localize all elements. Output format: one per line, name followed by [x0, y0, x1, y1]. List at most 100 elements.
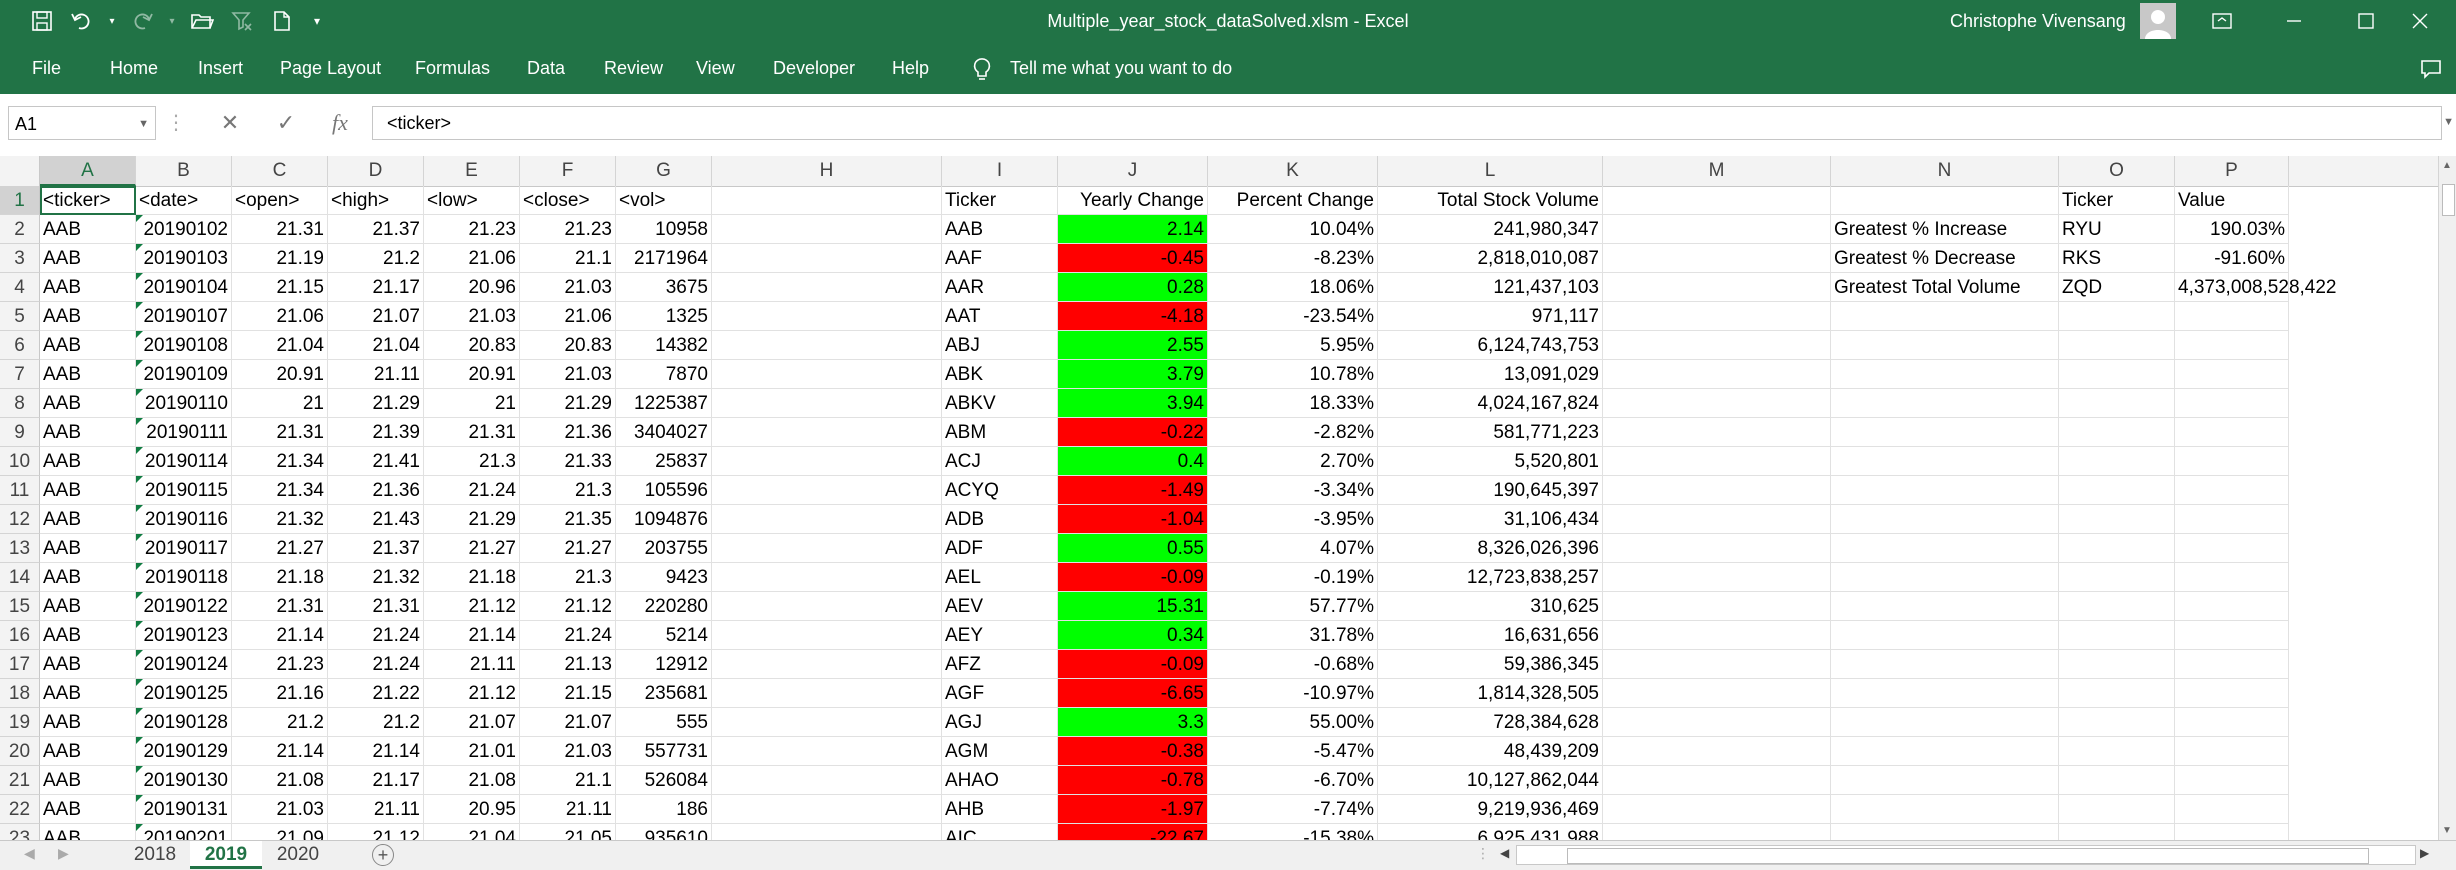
percent-change-cell[interactable]: -3.95% [1208, 505, 1378, 534]
empty-cell[interactable] [1603, 215, 1831, 244]
empty-cell[interactable] [1603, 737, 1831, 766]
data-cell[interactable]: 21.29 [520, 389, 616, 418]
ticker-cell[interactable]: AAR [942, 273, 1058, 302]
empty-cell[interactable] [1831, 737, 2059, 766]
yearly-change-cell[interactable]: 3.94 [1058, 389, 1208, 418]
data-cell[interactable]: 21.23 [424, 215, 520, 244]
sheet-tab-2020[interactable]: 2020 [276, 844, 320, 865]
header-cell[interactable]: <high> [328, 186, 424, 215]
data-cell[interactable]: 21.14 [424, 621, 520, 650]
percent-change-cell[interactable]: 10.78% [1208, 360, 1378, 389]
data-cell[interactable]: AAB [40, 650, 136, 679]
data-cell[interactable]: 21.14 [328, 737, 424, 766]
data-cell[interactable]: AAB [40, 360, 136, 389]
data-cell[interactable]: 12912 [616, 650, 712, 679]
data-cell[interactable]: 21.04 [232, 331, 328, 360]
greatest-ticker-cell[interactable]: ZQD [2059, 273, 2175, 302]
greatest-header-cell[interactable]: Value [2175, 186, 2289, 215]
next-sheet-icon[interactable]: ▶ [58, 845, 69, 861]
data-cell[interactable]: 21.06 [232, 302, 328, 331]
total-volume-cell[interactable]: 59,386,345 [1378, 650, 1603, 679]
ticker-cell[interactable]: AEL [942, 563, 1058, 592]
percent-change-cell[interactable]: 57.77% [1208, 592, 1378, 621]
customize-toolbar-icon[interactable]: ▾ [313, 14, 321, 28]
total-volume-cell[interactable]: 13,091,029 [1378, 360, 1603, 389]
empty-cell[interactable] [1831, 360, 2059, 389]
row-header-20[interactable]: 20 [0, 737, 40, 766]
total-volume-cell[interactable]: 12,723,838,257 [1378, 563, 1603, 592]
data-cell[interactable]: AAB [40, 592, 136, 621]
empty-cell[interactable] [712, 766, 942, 795]
percent-change-cell[interactable]: -3.34% [1208, 476, 1378, 505]
data-cell[interactable]: 21.27 [424, 534, 520, 563]
data-cell[interactable]: 20.83 [520, 331, 616, 360]
greatest-label-cell[interactable]: Greatest Total Volume [1831, 273, 2059, 302]
data-cell[interactable]: 20190110 [136, 389, 232, 418]
ticker-cell[interactable]: AHB [942, 795, 1058, 824]
scroll-up-icon[interactable]: ▲ [2442, 160, 2452, 171]
data-cell[interactable]: 21.1 [520, 766, 616, 795]
empty-cell[interactable] [712, 737, 942, 766]
empty-cell[interactable] [712, 679, 942, 708]
data-cell[interactable]: 21.03 [520, 737, 616, 766]
row-header-16[interactable]: 16 [0, 621, 40, 650]
row-header-18[interactable]: 18 [0, 679, 40, 708]
yearly-change-cell[interactable]: -0.78 [1058, 766, 1208, 795]
data-cell[interactable]: 20190115 [136, 476, 232, 505]
total-volume-cell[interactable]: 16,631,656 [1378, 621, 1603, 650]
comment-icon[interactable] [2420, 42, 2442, 94]
data-cell[interactable]: 21 [424, 389, 520, 418]
empty-cell[interactable] [2059, 505, 2175, 534]
empty-cell[interactable] [1603, 824, 1831, 840]
data-cell[interactable]: 21.08 [232, 766, 328, 795]
summary-header-cell[interactable]: Percent Change [1208, 186, 1378, 215]
select-all-corner[interactable] [0, 156, 40, 186]
column-header-a[interactable]: A [40, 156, 136, 186]
empty-cell[interactable] [712, 505, 942, 534]
data-cell[interactable]: AAB [40, 418, 136, 447]
data-cell[interactable]: 1325 [616, 302, 712, 331]
total-volume-cell[interactable]: 1,814,328,505 [1378, 679, 1603, 708]
data-cell[interactable]: 21.11 [520, 795, 616, 824]
data-cell[interactable]: 21.05 [520, 824, 616, 840]
data-cell[interactable]: AAB [40, 534, 136, 563]
data-cell[interactable]: 21.09 [232, 824, 328, 840]
ticker-cell[interactable]: ABJ [942, 331, 1058, 360]
ticker-cell[interactable]: ABKV [942, 389, 1058, 418]
row-header-17[interactable]: 17 [0, 650, 40, 679]
percent-change-cell[interactable]: -10.97% [1208, 679, 1378, 708]
data-cell[interactable]: 21.04 [328, 331, 424, 360]
data-cell[interactable]: 21.12 [328, 824, 424, 840]
data-cell[interactable]: 21.24 [424, 476, 520, 505]
data-cell[interactable]: 20190117 [136, 534, 232, 563]
prev-sheet-icon[interactable]: ◀ [24, 845, 35, 861]
data-cell[interactable]: 21.27 [232, 534, 328, 563]
data-cell[interactable]: 21.2 [328, 708, 424, 737]
percent-change-cell[interactable]: -7.74% [1208, 795, 1378, 824]
column-header-n[interactable]: N [1831, 156, 2059, 186]
data-cell[interactable]: AAB [40, 302, 136, 331]
data-cell[interactable]: 20.95 [424, 795, 520, 824]
empty-cell[interactable] [712, 476, 942, 505]
empty-cell[interactable] [712, 302, 942, 331]
data-cell[interactable]: 21.32 [328, 563, 424, 592]
data-cell[interactable]: 21.1 [520, 244, 616, 273]
total-volume-cell[interactable]: 10,127,862,044 [1378, 766, 1603, 795]
add-sheet-icon[interactable]: + [372, 844, 394, 866]
summary-header-cell[interactable]: Yearly Change [1058, 186, 1208, 215]
data-cell[interactable]: 20190118 [136, 563, 232, 592]
empty-cell[interactable] [2175, 563, 2289, 592]
empty-cell[interactable] [1831, 447, 2059, 476]
data-cell[interactable]: 21.29 [424, 505, 520, 534]
data-cell[interactable]: 21.27 [520, 534, 616, 563]
ticker-cell[interactable]: ADB [942, 505, 1058, 534]
data-cell[interactable]: AAB [40, 824, 136, 840]
empty-cell[interactable] [712, 273, 942, 302]
header-cell[interactable]: <open> [232, 186, 328, 215]
data-cell[interactable]: 20190109 [136, 360, 232, 389]
data-cell[interactable]: 20190125 [136, 679, 232, 708]
empty-cell[interactable] [1831, 795, 2059, 824]
empty-cell[interactable] [712, 824, 942, 840]
data-cell[interactable]: AAB [40, 708, 136, 737]
data-cell[interactable]: 20190122 [136, 592, 232, 621]
